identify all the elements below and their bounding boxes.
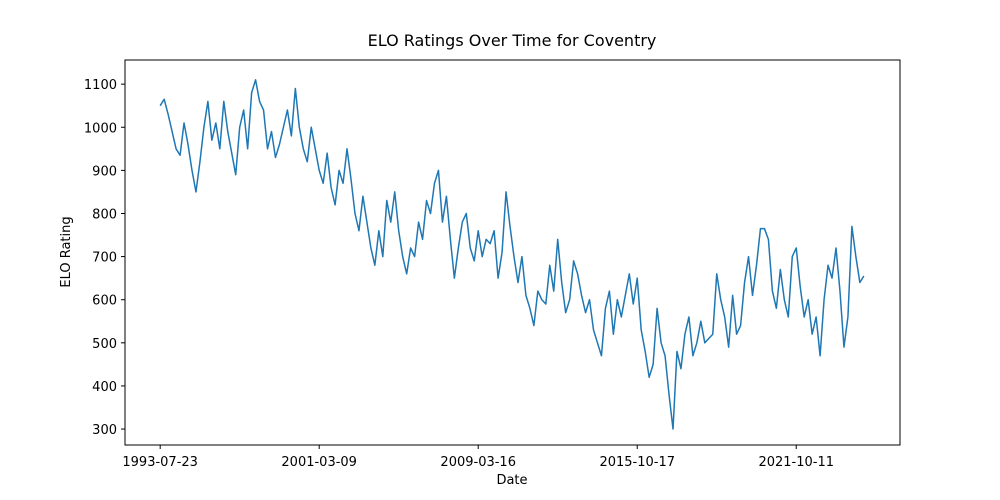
y-tick-label: 400 [92, 380, 117, 395]
x-tick-label: 2015-10-17 [599, 455, 675, 470]
plot-frame [124, 59, 901, 446]
x-axis-label: Date [496, 473, 527, 488]
y-tick-label: 500 [92, 337, 117, 352]
y-tick-label: 900 [92, 164, 117, 179]
x-tick-label: 2009-03-16 [440, 455, 516, 470]
y-tick-label: 800 [92, 207, 117, 222]
y-tick-label: 600 [92, 294, 117, 309]
y-tick-label: 700 [92, 251, 117, 266]
y-tick-label: 1100 [84, 78, 117, 93]
y-axis-label: ELO Rating [59, 216, 74, 287]
data-line [159, 79, 865, 430]
x-tick-label: 2021-10-11 [758, 455, 834, 470]
chart-title: ELO Ratings Over Time for Coventry [368, 31, 657, 50]
y-tick-label: 300 [92, 423, 117, 438]
x-tick-label: 1993-07-23 [122, 455, 198, 470]
y-tick-label: 1000 [84, 121, 117, 136]
x-tick-label: 2001-03-09 [281, 455, 357, 470]
